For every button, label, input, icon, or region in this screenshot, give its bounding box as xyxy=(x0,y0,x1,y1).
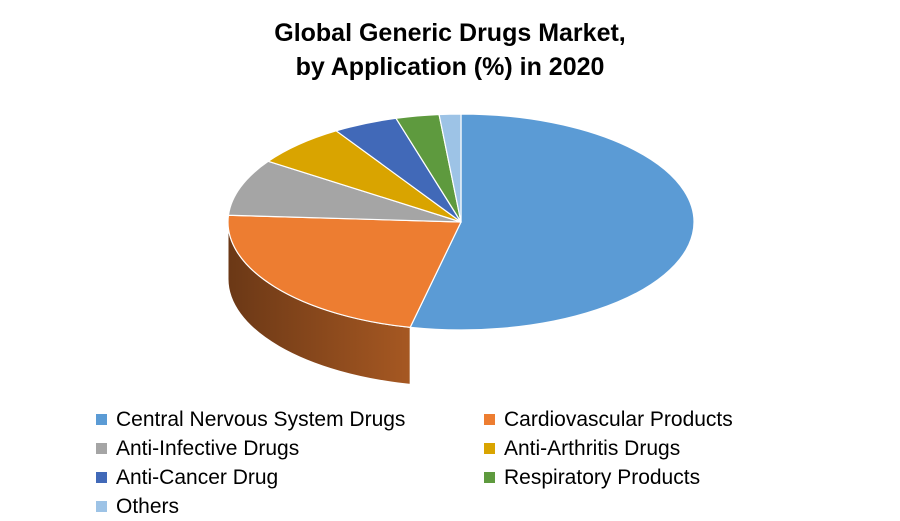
legend-swatch-anti-infective xyxy=(96,443,107,454)
legend-item-cardiovascular: Cardiovascular Products xyxy=(484,405,854,434)
chart-title-line-2: by Application (%) in 2020 xyxy=(295,53,605,81)
pie-slice-others xyxy=(438,113,462,223)
legend-label-anti-infective: Anti-Infective Drugs xyxy=(116,436,300,460)
legend-item-anti-cancer: Anti-Cancer Drug xyxy=(96,463,484,492)
pie-slice-cns xyxy=(409,113,695,331)
legend-item-cns: Central Nervous System Drugs xyxy=(96,405,484,434)
legend-label-anti-cancer: Anti-Cancer Drug xyxy=(116,465,279,489)
chart-title: Global Generic Drugs Market, by Applicat… xyxy=(0,16,900,84)
legend-item-anti-infective: Anti-Infective Drugs xyxy=(96,434,484,463)
chart-title-line-1: Global Generic Drugs Market, xyxy=(274,19,626,47)
legend-swatch-anti-arthritis xyxy=(484,443,495,454)
pie-slice-cardiovascular xyxy=(227,214,462,328)
legend-label-respiratory: Respiratory Products xyxy=(504,465,701,489)
legend-swatch-others xyxy=(96,501,107,512)
pie-slice-anti-infective xyxy=(227,160,462,223)
legend-swatch-respiratory xyxy=(484,472,495,483)
legend-swatch-cardiovascular xyxy=(484,414,495,425)
legend-label-cns: Central Nervous System Drugs xyxy=(116,407,406,431)
pie-top-group xyxy=(227,113,695,331)
legend-item-others: Others xyxy=(96,492,484,521)
legend-item-respiratory: Respiratory Products xyxy=(484,463,854,492)
pie-chart xyxy=(227,113,695,385)
legend-label-anti-arthritis: Anti-Arthritis Drugs xyxy=(504,436,681,460)
legend-label-cardiovascular: Cardiovascular Products xyxy=(504,407,733,431)
legend-swatch-anti-cancer xyxy=(96,472,107,483)
legend-label-others: Others xyxy=(116,494,180,518)
legend-swatch-cns xyxy=(96,414,107,425)
chart-legend: Central Nervous System Drugs Cardiovascu… xyxy=(96,405,856,521)
legend-item-anti-arthritis: Anti-Arthritis Drugs xyxy=(484,434,854,463)
